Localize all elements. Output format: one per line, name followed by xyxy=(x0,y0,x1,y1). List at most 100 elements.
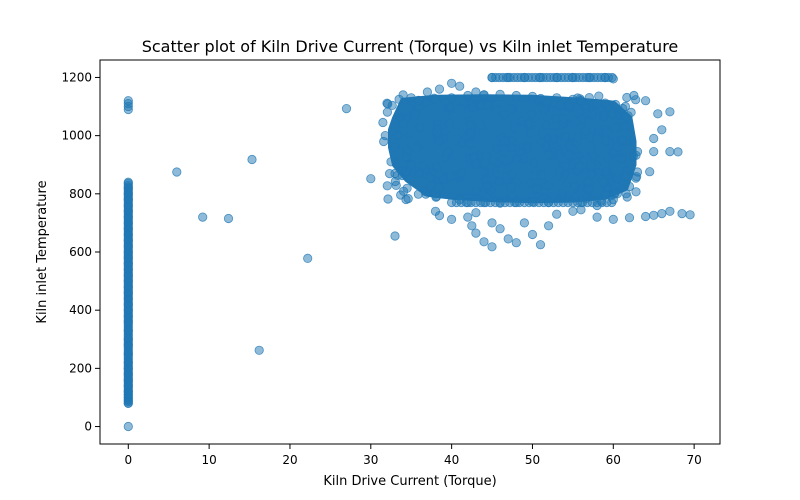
data-point xyxy=(198,212,208,222)
data-point xyxy=(465,128,476,138)
y-tick-label: 600 xyxy=(69,245,92,259)
data-point xyxy=(432,128,442,138)
data-point xyxy=(543,197,554,208)
data-point xyxy=(254,345,264,355)
data-point xyxy=(657,125,667,135)
data-point xyxy=(586,161,596,171)
data-point xyxy=(465,120,475,130)
data-point xyxy=(527,91,538,102)
data-point xyxy=(406,160,416,170)
y-tick-label: 1000 xyxy=(61,129,92,143)
data-point xyxy=(620,171,631,181)
data-point xyxy=(446,93,457,103)
x-tick-label: 20 xyxy=(282,453,297,467)
data-point xyxy=(527,110,537,120)
data-point xyxy=(558,114,568,124)
data-point xyxy=(570,181,580,191)
data-point xyxy=(564,141,575,151)
data-point xyxy=(414,168,424,179)
data-point xyxy=(653,109,663,119)
data-point xyxy=(657,209,667,219)
data-point xyxy=(576,96,586,106)
data-point xyxy=(247,154,257,165)
data-point xyxy=(608,214,618,224)
data-point xyxy=(425,172,435,182)
data-point xyxy=(479,158,490,168)
data-point xyxy=(601,127,611,137)
data-point xyxy=(552,93,562,103)
data-point xyxy=(622,92,632,103)
data-point xyxy=(677,209,687,219)
data-point xyxy=(603,153,613,163)
data-point xyxy=(685,210,695,220)
data-point xyxy=(444,118,454,129)
y-tick-label: 800 xyxy=(69,187,92,201)
data-point xyxy=(507,104,517,114)
data-point xyxy=(482,181,492,192)
data-point xyxy=(495,198,505,208)
data-point xyxy=(446,214,457,224)
data-point xyxy=(406,93,416,103)
data-point xyxy=(632,167,643,177)
data-point xyxy=(393,130,403,140)
data-point xyxy=(628,151,639,161)
data-point xyxy=(507,169,517,179)
data-point xyxy=(512,154,522,164)
data-point xyxy=(499,110,509,120)
data-point xyxy=(417,161,427,171)
data-point xyxy=(487,242,497,252)
data-point xyxy=(535,72,546,83)
data-point xyxy=(532,184,542,194)
data-point xyxy=(414,96,424,106)
data-point xyxy=(665,206,675,216)
data-point xyxy=(576,205,586,215)
y-axis-label: Kiln inlet Temperature xyxy=(35,180,50,323)
data-point xyxy=(517,116,527,126)
data-point xyxy=(426,180,436,190)
data-point xyxy=(624,213,635,223)
data-point xyxy=(568,72,578,83)
data-point xyxy=(457,138,467,148)
data-point xyxy=(541,120,551,130)
data-point xyxy=(390,142,400,152)
x-tick-label: 70 xyxy=(686,453,701,467)
data-point xyxy=(640,96,651,106)
data-point xyxy=(573,132,583,142)
data-point xyxy=(624,181,635,192)
data-point xyxy=(459,98,469,108)
data-point xyxy=(382,107,392,117)
data-point xyxy=(537,129,547,139)
data-point xyxy=(476,120,486,131)
data-point xyxy=(303,253,313,263)
data-point xyxy=(456,168,467,178)
data-point xyxy=(529,170,540,180)
data-point xyxy=(479,197,489,208)
data-point xyxy=(446,78,457,88)
data-point xyxy=(421,189,431,199)
data-point xyxy=(584,72,594,83)
data-point xyxy=(411,143,422,153)
data-point xyxy=(379,136,389,147)
data-point xyxy=(378,117,388,128)
data-point xyxy=(536,137,546,147)
data-point xyxy=(608,74,618,84)
data-point xyxy=(539,105,549,115)
data-point xyxy=(434,211,445,221)
data-point xyxy=(501,155,511,165)
data-point xyxy=(479,90,489,100)
data-points xyxy=(123,72,695,432)
data-point xyxy=(529,158,539,168)
data-point xyxy=(649,147,659,157)
chart-title: Scatter plot of Kiln Drive Current (Torq… xyxy=(142,37,679,56)
data-point xyxy=(525,178,535,188)
data-point xyxy=(631,187,641,197)
data-point xyxy=(487,218,497,228)
data-point xyxy=(503,234,513,244)
data-point xyxy=(123,96,133,106)
data-point xyxy=(526,128,536,138)
data-point xyxy=(594,91,604,101)
data-point xyxy=(450,127,460,137)
data-point xyxy=(535,240,546,250)
data-point xyxy=(467,221,477,231)
